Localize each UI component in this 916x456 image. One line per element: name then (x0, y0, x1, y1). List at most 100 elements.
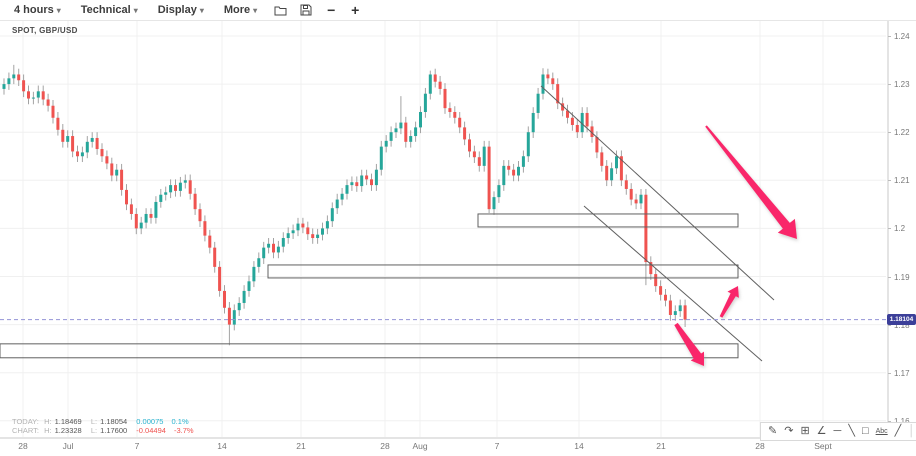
candle-body (311, 234, 315, 239)
draw-pencil-tool[interactable]: ✎ (768, 425, 778, 437)
candle-body (90, 137, 94, 142)
today-label: TODAY: (12, 417, 39, 426)
candle-body (12, 74, 16, 79)
candle-body (668, 300, 672, 315)
candle-body (164, 192, 168, 195)
support-resistance-zone[interactable] (267, 264, 739, 279)
candle-body (477, 157, 481, 166)
candle-body (472, 151, 476, 158)
trend-line-tool[interactable]: ╲ (848, 425, 855, 437)
legend-row-today: TODAY: H: 1.18469 L: 1.18054 0.00075 0.1% (12, 417, 200, 426)
display-menu[interactable]: Display ▾ (150, 0, 212, 20)
candle-body (389, 132, 393, 141)
horizontal-line-tool[interactable]: ─ (833, 425, 842, 437)
drawing-toolbar: ✎↷⊞∠─╲□Abc╱│× (760, 422, 916, 441)
more-menu[interactable]: More ▾ (216, 0, 265, 20)
candle-body (409, 136, 413, 142)
candle-body (634, 199, 638, 204)
candle-body (335, 199, 339, 209)
top-toolbar: 4 hours ▾ Technical ▾ Display ▾ More ▾ −… (0, 0, 916, 21)
candle-body (76, 151, 79, 157)
candle-body (512, 169, 516, 176)
direction-arrow[interactable] (674, 322, 704, 366)
annotation-arrows (674, 125, 797, 366)
candle-body (639, 194, 643, 204)
candle-body (683, 305, 687, 320)
candle-body (178, 182, 182, 191)
candle-body (350, 182, 354, 186)
candle-body (27, 91, 30, 99)
descending-trendline[interactable] (583, 205, 763, 362)
grid-tool[interactable]: ⊞ (800, 425, 810, 437)
chart-label: CHART: (12, 426, 39, 435)
candle-body (110, 163, 114, 176)
candle-body (183, 180, 187, 183)
support-resistance-zone[interactable] (0, 343, 739, 359)
candle-body (649, 262, 653, 275)
candle-body (174, 185, 177, 191)
candle-body (673, 311, 677, 315)
candle-body (56, 117, 60, 130)
candle-body (355, 182, 359, 187)
chevron-down-icon: ▾ (133, 5, 138, 15)
candle-body (546, 74, 550, 79)
text-tool[interactable]: Abc (875, 428, 888, 435)
candle-body (272, 243, 275, 253)
candle-body (659, 286, 663, 295)
price-axis-tick (888, 325, 891, 326)
open-folder-icon[interactable] (269, 0, 291, 20)
direction-arrow[interactable] (719, 286, 739, 318)
descending-trendline[interactable] (540, 85, 775, 301)
support-resistance-zone[interactable] (477, 213, 739, 228)
diagonal-line-tool[interactable]: ╱ (894, 425, 902, 437)
candle-body (590, 126, 594, 138)
price-axis-label: 1.16 (894, 417, 910, 426)
candle-body (399, 122, 403, 129)
candle-body (208, 235, 212, 248)
grid-lines (0, 21, 886, 437)
candle-body (218, 266, 222, 291)
candle-body (66, 136, 70, 142)
candle-body (232, 310, 236, 325)
candle-body (316, 234, 320, 239)
candle-body (252, 266, 256, 282)
timeframe-menu[interactable]: 4 hours ▾ (6, 0, 69, 20)
technical-menu[interactable]: Technical ▾ (73, 0, 146, 20)
candle-body (438, 81, 442, 89)
curved-arrow-tool[interactable]: ↷ (784, 425, 794, 437)
technical-label: Technical (80, 4, 131, 16)
drawing-rectangles (0, 213, 739, 359)
rectangle-tool[interactable]: □ (861, 425, 869, 437)
candle-body (370, 179, 373, 186)
trend-angle-tool[interactable]: ∠ (816, 425, 827, 437)
candle-body (267, 243, 271, 248)
candle-body (624, 180, 628, 189)
candle-body (521, 156, 525, 167)
save-icon[interactable] (295, 0, 317, 20)
candle-body (301, 223, 305, 228)
price-axis-tick (888, 180, 891, 181)
chart-change-pct: -3.7% (174, 426, 194, 435)
zoom-in-button[interactable]: + (345, 0, 365, 20)
zoom-out-button[interactable]: − (321, 0, 341, 20)
candle-body (595, 137, 599, 153)
candle-body (575, 124, 579, 133)
time-axis-label: 21 (656, 441, 666, 451)
direction-arrow[interactable] (705, 125, 797, 239)
candle-body (31, 97, 35, 99)
time-axis-label: Sept (814, 441, 832, 451)
low-key: L: (90, 426, 98, 435)
candle-body (428, 74, 432, 94)
chevron-down-icon: ▾ (199, 5, 204, 15)
time-axis-label: 7 (134, 441, 140, 451)
candle-body (541, 74, 545, 94)
candle-body (17, 74, 21, 81)
candle-body (433, 74, 437, 82)
time-axis-label: 14 (574, 441, 584, 451)
candle-body (2, 84, 6, 89)
candle-body (139, 222, 143, 229)
candle-body (585, 112, 589, 127)
candle-body (570, 117, 574, 125)
candle-body (561, 103, 565, 111)
